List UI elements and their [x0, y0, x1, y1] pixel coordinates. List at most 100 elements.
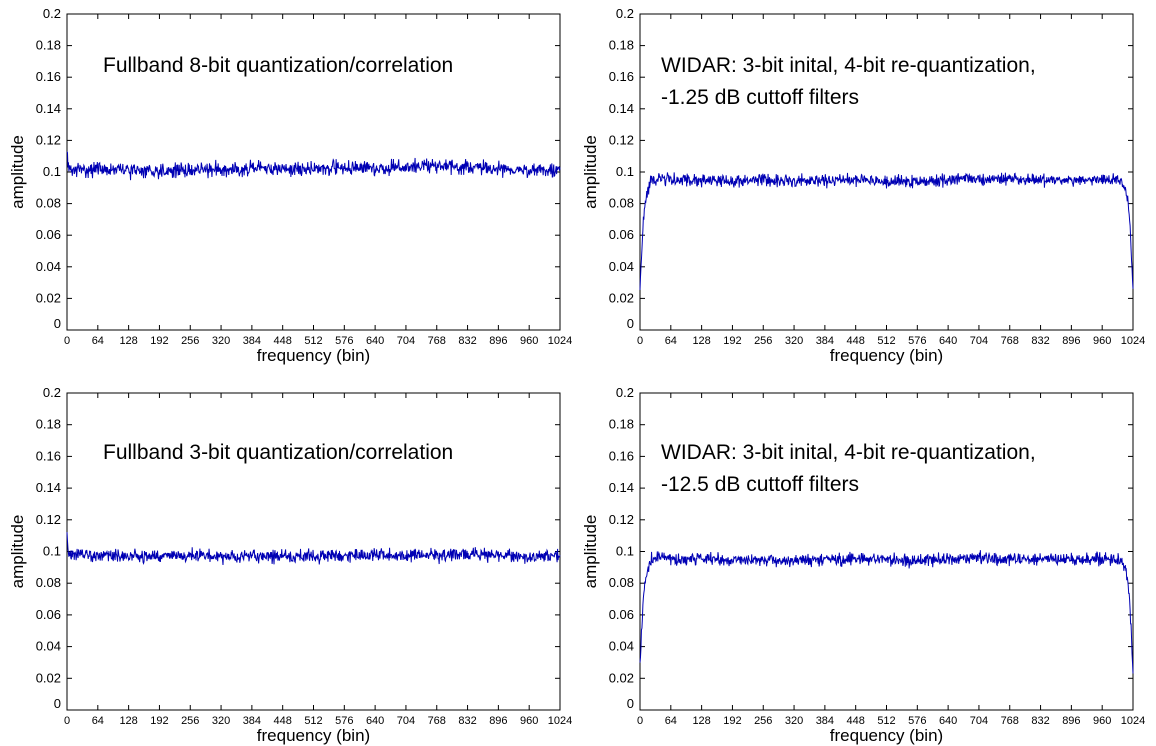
y-tick-label: 0.12	[609, 132, 634, 147]
x-tick-label: 64	[92, 715, 104, 727]
x-tick-label: 128	[692, 335, 710, 347]
y-tick-label: 0.16	[609, 448, 634, 463]
chart-title-line: -1.25 dB cuttoff filters	[661, 86, 859, 109]
y-tick-label: 0.14	[36, 101, 61, 116]
y-tick-label: 0.12	[609, 512, 634, 527]
y-tick-label: 0.04	[36, 259, 61, 274]
x-tick-label: 576	[908, 335, 926, 347]
chart-panel-2: 0 64 128 192 256 320 384 448 512 576 640 704 768 832 8…	[581, 6, 1145, 365]
y-tick-label: 0.04	[609, 259, 634, 274]
x-tick-label: 704	[970, 715, 988, 727]
x-tick-label: 64	[665, 715, 677, 727]
y-tick-label: 0.02	[36, 290, 61, 305]
x-tick-label: 896	[1062, 715, 1080, 727]
y-tick-label: 0.14	[609, 480, 634, 495]
x-tick-label: 768	[1001, 715, 1019, 727]
y-tick-label: 0.08	[36, 575, 61, 590]
y-tick-label: 0.04	[609, 639, 634, 654]
y-tick-label: 0.04	[36, 639, 61, 654]
y-tick-label: 0.12	[36, 132, 61, 147]
x-tick-label: 448	[274, 335, 292, 347]
x-tick-label: 256	[754, 715, 772, 727]
x-tick-label: 320	[785, 335, 803, 347]
y-tick-label: 0	[54, 696, 61, 711]
x-tick-label: 1024	[548, 715, 572, 727]
x-tick-label: 128	[692, 715, 710, 727]
y-tick-label: 0.08	[609, 575, 634, 590]
x-tick-label: 1024	[1121, 715, 1145, 727]
x-tick-label: 640	[366, 335, 384, 347]
y-tick-label: 0.16	[36, 448, 61, 463]
x-tick-label: 448	[847, 715, 865, 727]
y-tick-label: 0.1	[43, 544, 61, 559]
series-line	[639, 550, 1134, 674]
x-tick-label: 960	[1093, 715, 1111, 727]
chart-title-line: Fullband 3-bit quantization/correlation	[103, 441, 453, 464]
x-tick-label: 768	[428, 335, 446, 347]
x-tick-label: 832	[458, 715, 476, 727]
x-tick-label: 896	[1062, 335, 1080, 347]
x-tick-label: 704	[397, 335, 415, 347]
x-tick-label: 128	[119, 335, 137, 347]
x-tick-label: 960	[520, 715, 538, 727]
x-tick-label: 512	[877, 715, 895, 727]
x-tick-label: 896	[489, 335, 507, 347]
y-axis-label: amplitude	[8, 135, 27, 209]
y-tick-label: 0.2	[616, 385, 634, 400]
y-tick-label: 0.14	[609, 101, 634, 116]
x-tick-label: 0	[64, 335, 70, 347]
x-tick-label: 0	[637, 715, 643, 727]
x-tick-label: 448	[847, 335, 865, 347]
x-tick-label: 768	[1001, 335, 1019, 347]
y-axis-label: amplitude	[581, 515, 600, 589]
x-tick-label: 512	[304, 715, 322, 727]
y-tick-label: 0.08	[36, 196, 61, 211]
x-tick-label: 192	[723, 715, 741, 727]
series-line	[639, 172, 1134, 290]
x-tick-label: 768	[428, 715, 446, 727]
x-tick-label: 832	[458, 335, 476, 347]
y-tick-label: 0.08	[609, 196, 634, 211]
x-tick-label: 256	[181, 335, 199, 347]
x-tick-label: 576	[908, 715, 926, 727]
y-tick-label: 0.2	[43, 385, 61, 400]
y-tick-label: 0.02	[609, 290, 634, 305]
x-tick-label: 1024	[1121, 335, 1145, 347]
y-tick-label: 0.16	[36, 69, 61, 84]
x-tick-label: 640	[939, 715, 957, 727]
x-tick-label: 384	[816, 335, 834, 347]
y-axis-label: amplitude	[581, 135, 600, 209]
y-tick-label: 0.18	[36, 38, 61, 53]
x-tick-label: 256	[181, 715, 199, 727]
x-tick-label: 64	[665, 335, 677, 347]
x-axis-label: frequency (bin)	[830, 346, 943, 365]
y-axis-label: amplitude	[8, 515, 27, 589]
x-tick-label: 960	[1093, 335, 1111, 347]
y-tick-label: 0.1	[616, 164, 634, 179]
x-tick-label: 384	[243, 335, 261, 347]
y-tick-label: 0.06	[609, 227, 634, 242]
chart-panel-3: 0 64 128 192 256 320 384 448 512 576 640 704 768 832 8…	[8, 385, 572, 745]
y-tick-label: 0.1	[43, 164, 61, 179]
chart-panel-1: 0 64 128 192 256 320 384 448 512 576 640 704 768 832 8…	[8, 6, 572, 365]
x-tick-label: 0	[64, 715, 70, 727]
x-axis-label: frequency (bin)	[257, 726, 370, 745]
x-tick-label: 704	[397, 715, 415, 727]
x-tick-label: 448	[274, 715, 292, 727]
x-tick-label: 384	[243, 715, 261, 727]
x-tick-label: 320	[212, 715, 230, 727]
chart-title-line: WIDAR: 3-bit inital, 4-bit re-quantizati…	[661, 441, 1036, 464]
series-line	[66, 532, 561, 566]
y-tick-label: 0.14	[36, 480, 61, 495]
x-tick-label: 64	[92, 335, 104, 347]
y-tick-label: 0	[627, 316, 634, 331]
y-tick-label: 0	[627, 696, 634, 711]
x-tick-label: 960	[520, 335, 538, 347]
y-tick-label: 0	[54, 316, 61, 331]
x-tick-label: 0	[637, 335, 643, 347]
y-tick-label: 0.06	[36, 607, 61, 622]
chart-title-line: -12.5 dB cuttoff filters	[661, 473, 859, 496]
y-tick-label: 0.16	[609, 69, 634, 84]
x-tick-label: 192	[150, 335, 168, 347]
